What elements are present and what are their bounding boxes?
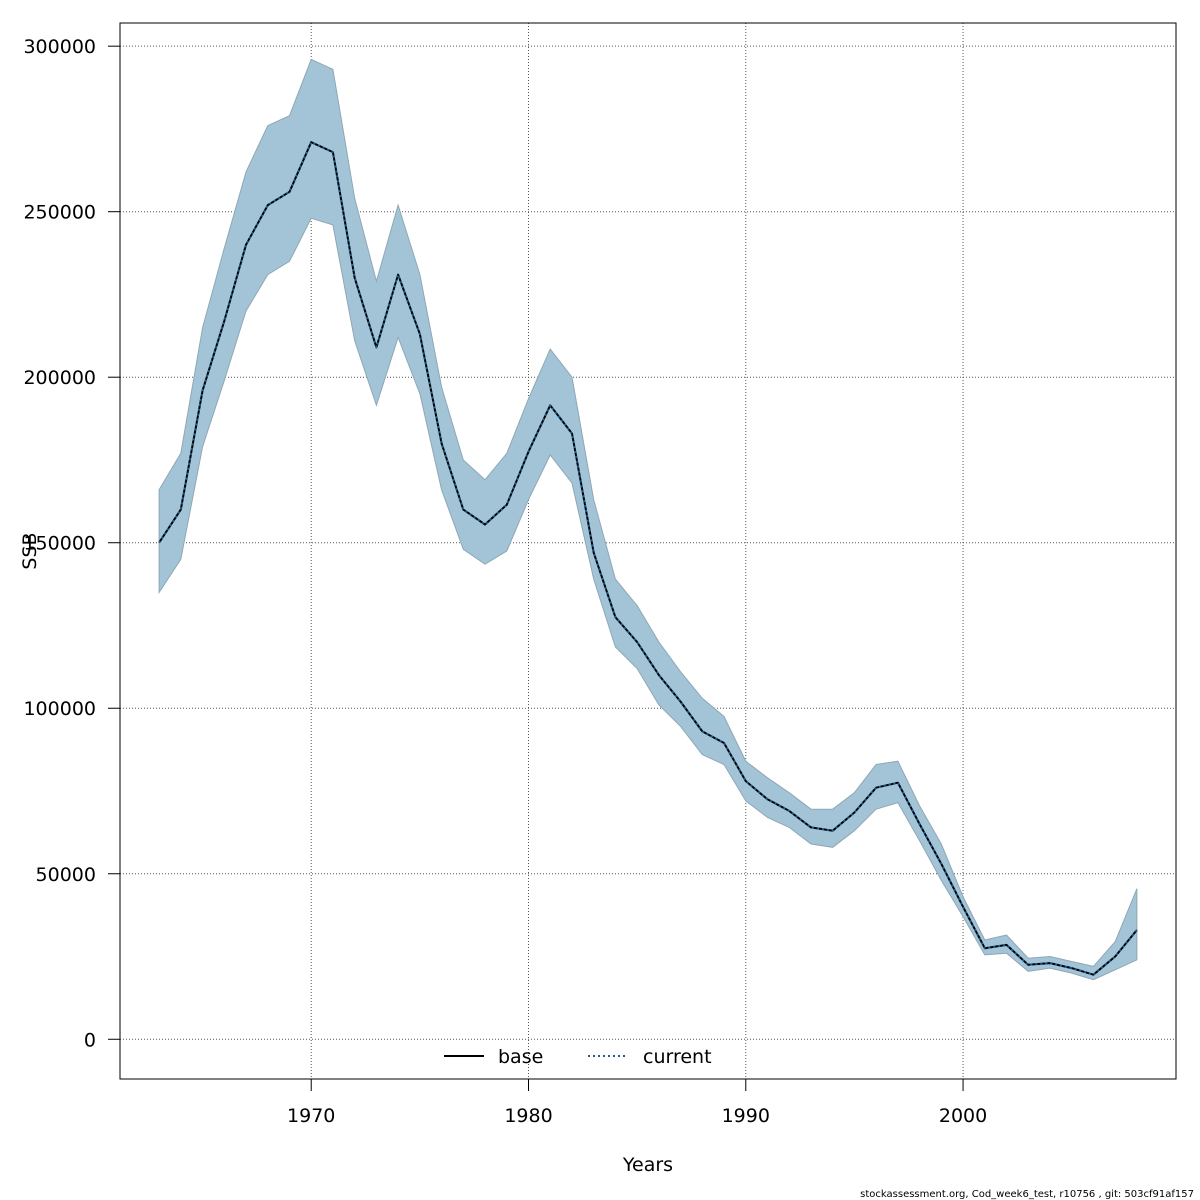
x-tick-label: 1970 bbox=[287, 1105, 335, 1127]
series-line-current bbox=[158, 141, 1138, 976]
y-axis: 0 50000 100000 150000 200000 250000 300000 bbox=[23, 36, 120, 1051]
legend-label-base: base bbox=[498, 1046, 543, 1068]
x-tick-label: 2000 bbox=[939, 1105, 987, 1127]
x-axis-title: Years bbox=[622, 1154, 673, 1176]
x-tick-label: 1990 bbox=[722, 1105, 770, 1127]
legend: base current bbox=[444, 1046, 712, 1068]
y-tick-label: 0 bbox=[84, 1029, 96, 1051]
series-line-base bbox=[158, 141, 1138, 976]
y-tick-label: 250000 bbox=[23, 202, 96, 224]
confidence-band bbox=[158, 58, 1138, 981]
y-tick-label: 50000 bbox=[36, 864, 96, 886]
y-axis-title: SSB bbox=[19, 532, 41, 569]
footer-caption: stockassessment.org, Cod_week6_test, r10… bbox=[860, 1189, 1194, 1200]
plot-frame bbox=[119, 22, 1177, 1080]
series-lines bbox=[158, 141, 1138, 976]
y-tick-label: 100000 bbox=[23, 698, 96, 720]
x-axis: 1970 1980 1990 2000 bbox=[287, 1079, 987, 1127]
y-tick-label: 150000 bbox=[23, 533, 96, 555]
y-tick-label: 200000 bbox=[23, 367, 96, 389]
x-tick-label: 1980 bbox=[504, 1105, 552, 1127]
legend-label-current: current bbox=[643, 1046, 712, 1068]
y-tick-label: 300000 bbox=[23, 36, 96, 58]
